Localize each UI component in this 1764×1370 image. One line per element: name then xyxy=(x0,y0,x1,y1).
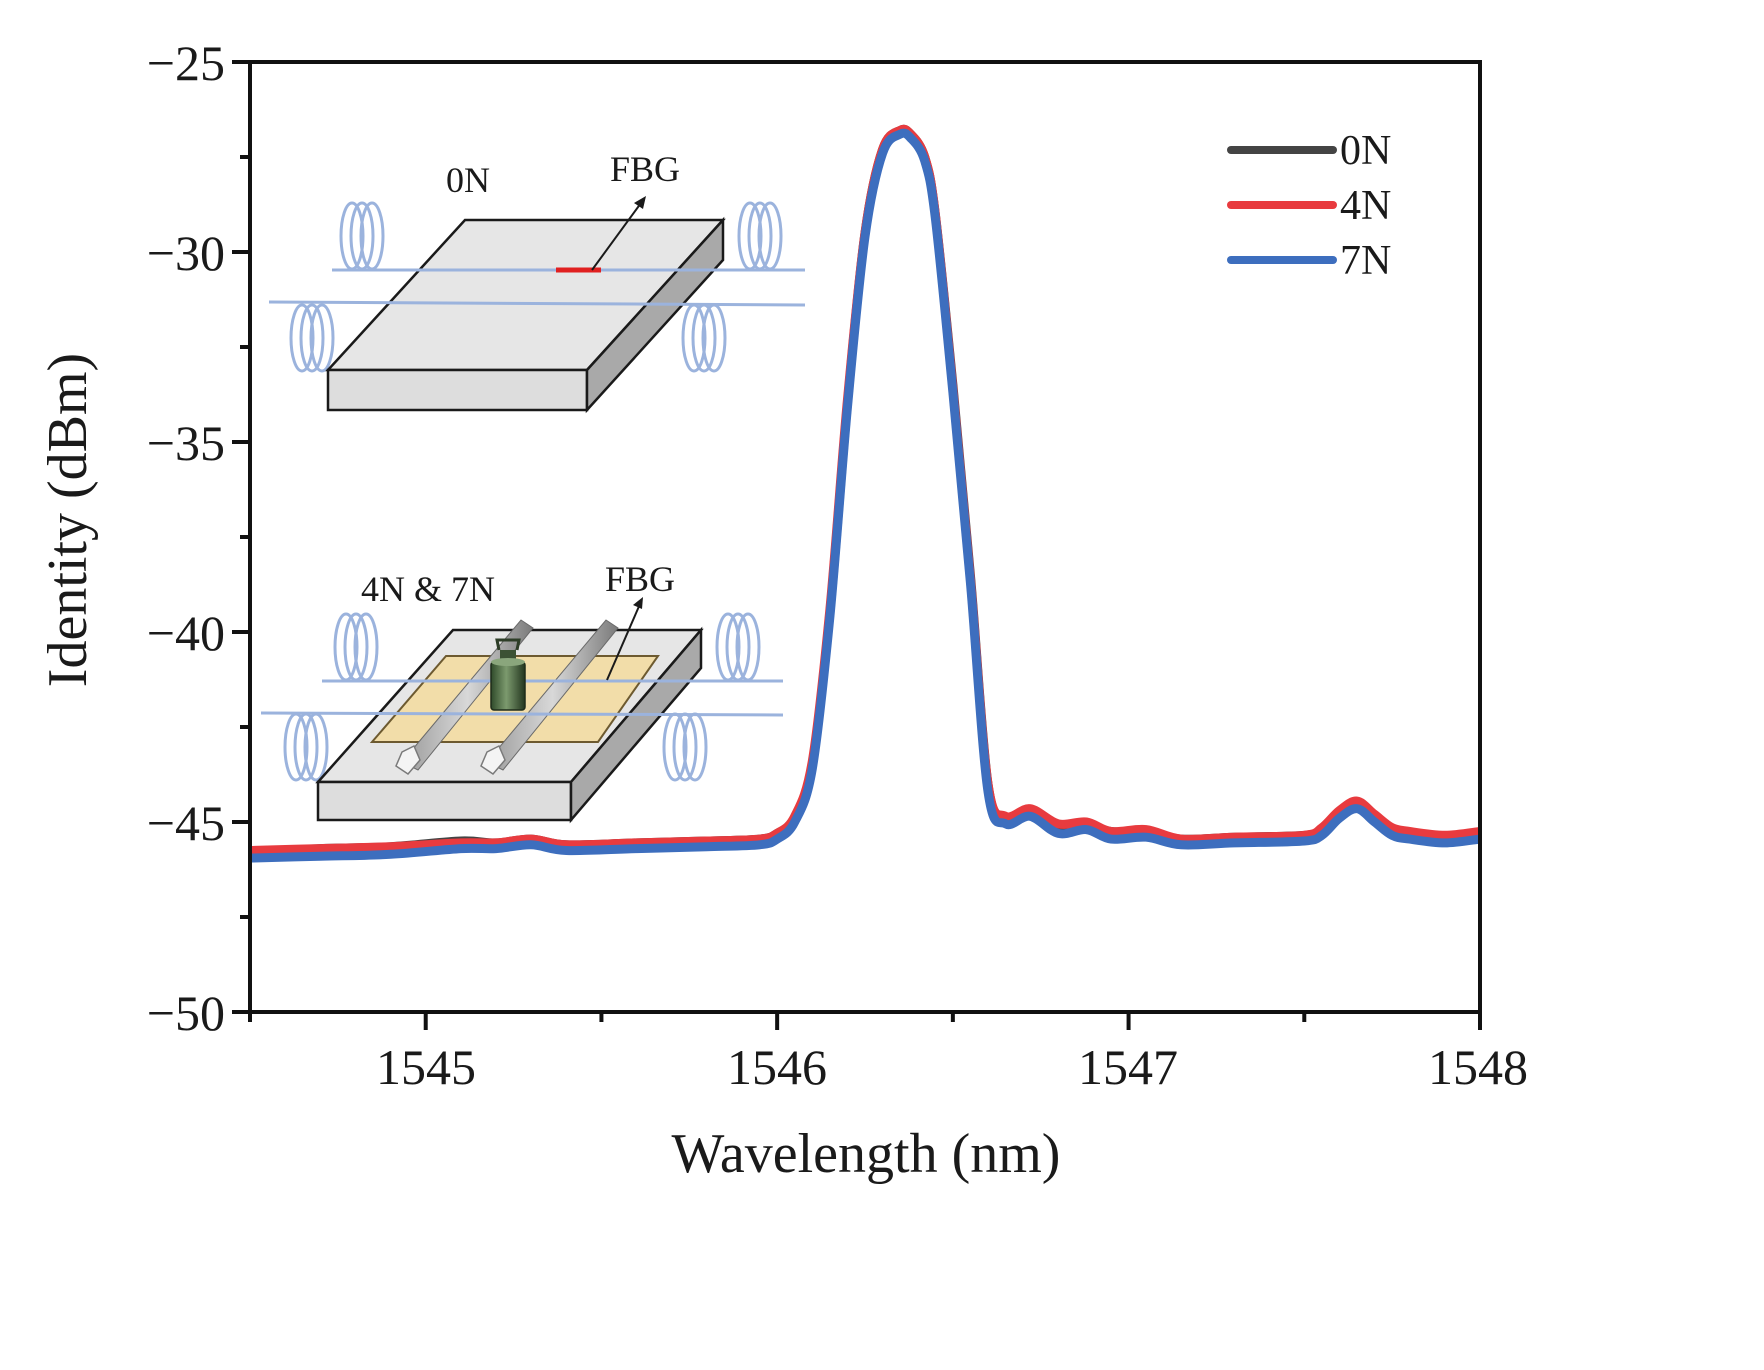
x-axis-title: Wavelength (nm) xyxy=(672,1123,1061,1185)
x-tick-label: 1548 xyxy=(1428,1039,1528,1095)
y-tick-label: −40 xyxy=(147,605,225,661)
fiber-coil-icon xyxy=(289,303,335,373)
inset-schematic-unloaded: 0N FBG xyxy=(268,149,806,414)
series-layer xyxy=(252,124,1480,863)
inset-bottom-load-label: 4N & 7N xyxy=(361,569,495,609)
legend-label-7N: 7N xyxy=(1340,238,1391,284)
support-rod-end xyxy=(395,744,421,775)
x-tick-label: 1545 xyxy=(376,1039,476,1095)
y-axis-ticks xyxy=(232,60,250,1014)
y-tick-label: −45 xyxy=(147,795,225,851)
x-axis-ticks xyxy=(248,1012,1482,1030)
inset-bottom-fbg-label: FBG xyxy=(605,559,675,599)
x-tick-label: 1547 xyxy=(1078,1039,1178,1095)
fiber-coil-icon xyxy=(737,201,783,271)
y-tick-label: −25 xyxy=(147,35,225,91)
legend-label-4N: 4N xyxy=(1340,183,1391,229)
legend-label-0N: 0N xyxy=(1340,128,1391,174)
y-tick-label: −50 xyxy=(147,985,225,1041)
fbg-pointer-arrow xyxy=(591,202,642,271)
support-rod-end xyxy=(480,744,506,775)
fiber-coil-icon xyxy=(681,303,727,373)
fiber-coil-icon xyxy=(283,712,329,782)
y-tick-label: −35 xyxy=(147,415,225,471)
fiber-coil-icon xyxy=(662,712,708,782)
plate-front-face xyxy=(326,368,589,412)
plate-front-face xyxy=(316,780,573,822)
arrowhead-icon xyxy=(634,196,646,209)
fbg-pointer-arrow xyxy=(606,603,641,681)
y-tick-label: −30 xyxy=(147,225,225,281)
x-tick-label: 1546 xyxy=(727,1039,827,1095)
optical-fiber xyxy=(268,300,806,307)
fiber-coil-icon xyxy=(339,201,385,271)
inset-top-fbg-label: FBG xyxy=(610,149,680,189)
series-line-7N xyxy=(252,128,1480,863)
optical-fiber xyxy=(260,711,784,717)
y-axis-title: Identity (dBm) xyxy=(37,353,99,687)
inset-top-load-label: 0N xyxy=(446,160,490,200)
fiber-coil-icon xyxy=(333,612,379,682)
calibration-weight-icon xyxy=(490,638,526,711)
arrowhead-icon xyxy=(633,597,643,609)
fiber-coil-icon xyxy=(715,612,761,682)
inset-schematic-loaded: 4N & 7N FBG xyxy=(260,559,784,824)
legend: 0N 4N 7N xyxy=(1227,128,1391,284)
